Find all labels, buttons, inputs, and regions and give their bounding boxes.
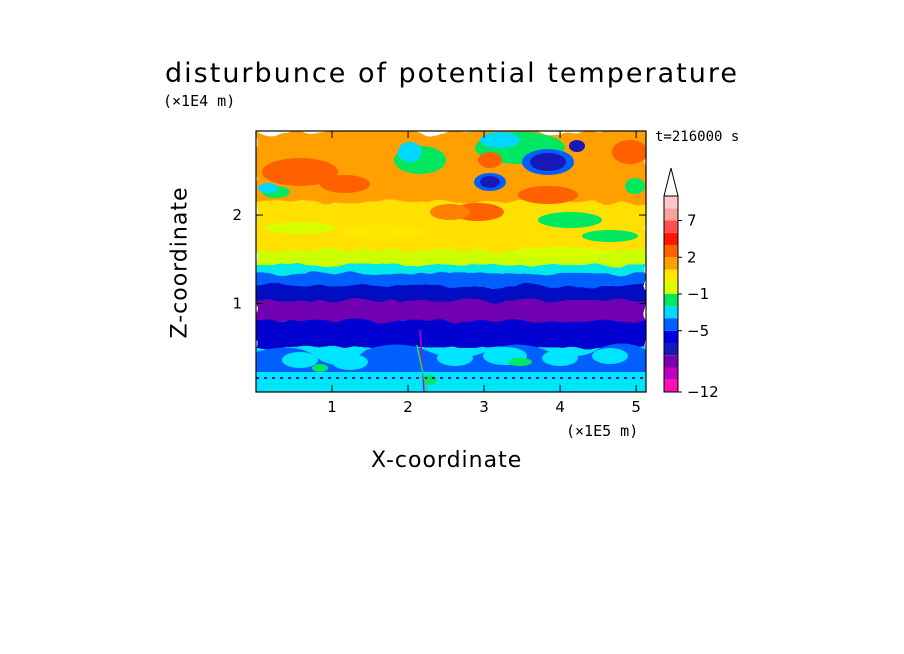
colorbar-label: 7 (687, 212, 697, 230)
colorbar-swatch (664, 379, 678, 392)
contour-features (256, 132, 646, 392)
y-tick-label: 1 (232, 295, 242, 313)
warm-blob (478, 152, 502, 168)
cold-eddy (542, 350, 578, 366)
colorbar: 7 2 −1 −5 −12 (663, 167, 719, 401)
cool-blob (582, 230, 638, 242)
x-tick-label: 4 (555, 398, 565, 416)
colorbar-extend-arrow (663, 167, 679, 197)
colorbar-swatch (664, 306, 678, 319)
warm-blob (612, 140, 646, 164)
cold-eddy (592, 348, 628, 364)
colorbar-swatch (664, 330, 678, 343)
colorbar-swatch (664, 367, 678, 380)
warm-blob (430, 204, 470, 220)
colorbar-swatch (664, 294, 678, 307)
y-axis-unit: (×1E4 m) (163, 92, 236, 110)
yellow-patch (264, 222, 336, 234)
cool-blob (258, 183, 278, 193)
warm-spot (508, 358, 532, 366)
cool-blob (480, 132, 520, 148)
plume (416, 344, 428, 392)
x-tick-label: 2 (403, 398, 413, 416)
cold-eddy (282, 352, 318, 368)
x-tick-label: 5 (631, 398, 641, 416)
colorbar-label: −12 (687, 383, 719, 401)
plot-frame (255, 130, 647, 393)
time-label: t=216000 s (655, 129, 740, 145)
cool-blob (530, 153, 566, 171)
colorbar-swatch (664, 232, 678, 245)
colorbar-swatch (664, 208, 678, 221)
colorbar-swatch (664, 281, 678, 294)
y-axis: 12 (232, 206, 646, 313)
y-axis-label: Z-coordinate (167, 186, 193, 339)
cool-blob (625, 178, 645, 194)
chart-title: disturbunce of potential temperature (165, 58, 739, 89)
colorbar-swatch (664, 355, 678, 368)
colorbar-swatch (664, 245, 678, 258)
warm-blob (262, 158, 338, 186)
colorbar-swatch (664, 220, 678, 233)
cold-eddy (332, 354, 368, 370)
yellow-patch (515, 247, 605, 257)
cool-blob (569, 140, 585, 152)
plot-area (256, 131, 646, 392)
x-tick-label: 1 (327, 398, 337, 416)
cold-wave (256, 372, 646, 392)
warm-spot (312, 364, 328, 372)
colorbar-swatch (664, 269, 678, 282)
y-tick-label: 2 (232, 206, 242, 224)
cold-eddy (437, 350, 473, 366)
colorbar-label: 2 (687, 248, 697, 266)
contour-layer (256, 312, 646, 348)
x-axis: 1 2 3 4 5 (327, 131, 641, 416)
cool-blob (480, 176, 500, 188)
x-axis-label: X-coordinate (371, 448, 523, 473)
x-tick-label: 3 (479, 398, 489, 416)
colorbar-swatch (664, 257, 678, 270)
plume (419, 329, 425, 392)
warm-blob (518, 186, 578, 204)
yellow-patch (340, 225, 420, 239)
warm-blob (320, 175, 370, 193)
x-axis-unit: (×1E5 m) (566, 422, 639, 440)
cool-blob (538, 212, 602, 228)
colorbar-swatch (664, 196, 678, 209)
cool-blob (398, 142, 422, 162)
colorbar-swatch (664, 343, 678, 356)
colorbar-label: −1 (687, 285, 709, 303)
colorbar-swatch (664, 318, 678, 331)
colorbar-label: −5 (687, 322, 709, 340)
